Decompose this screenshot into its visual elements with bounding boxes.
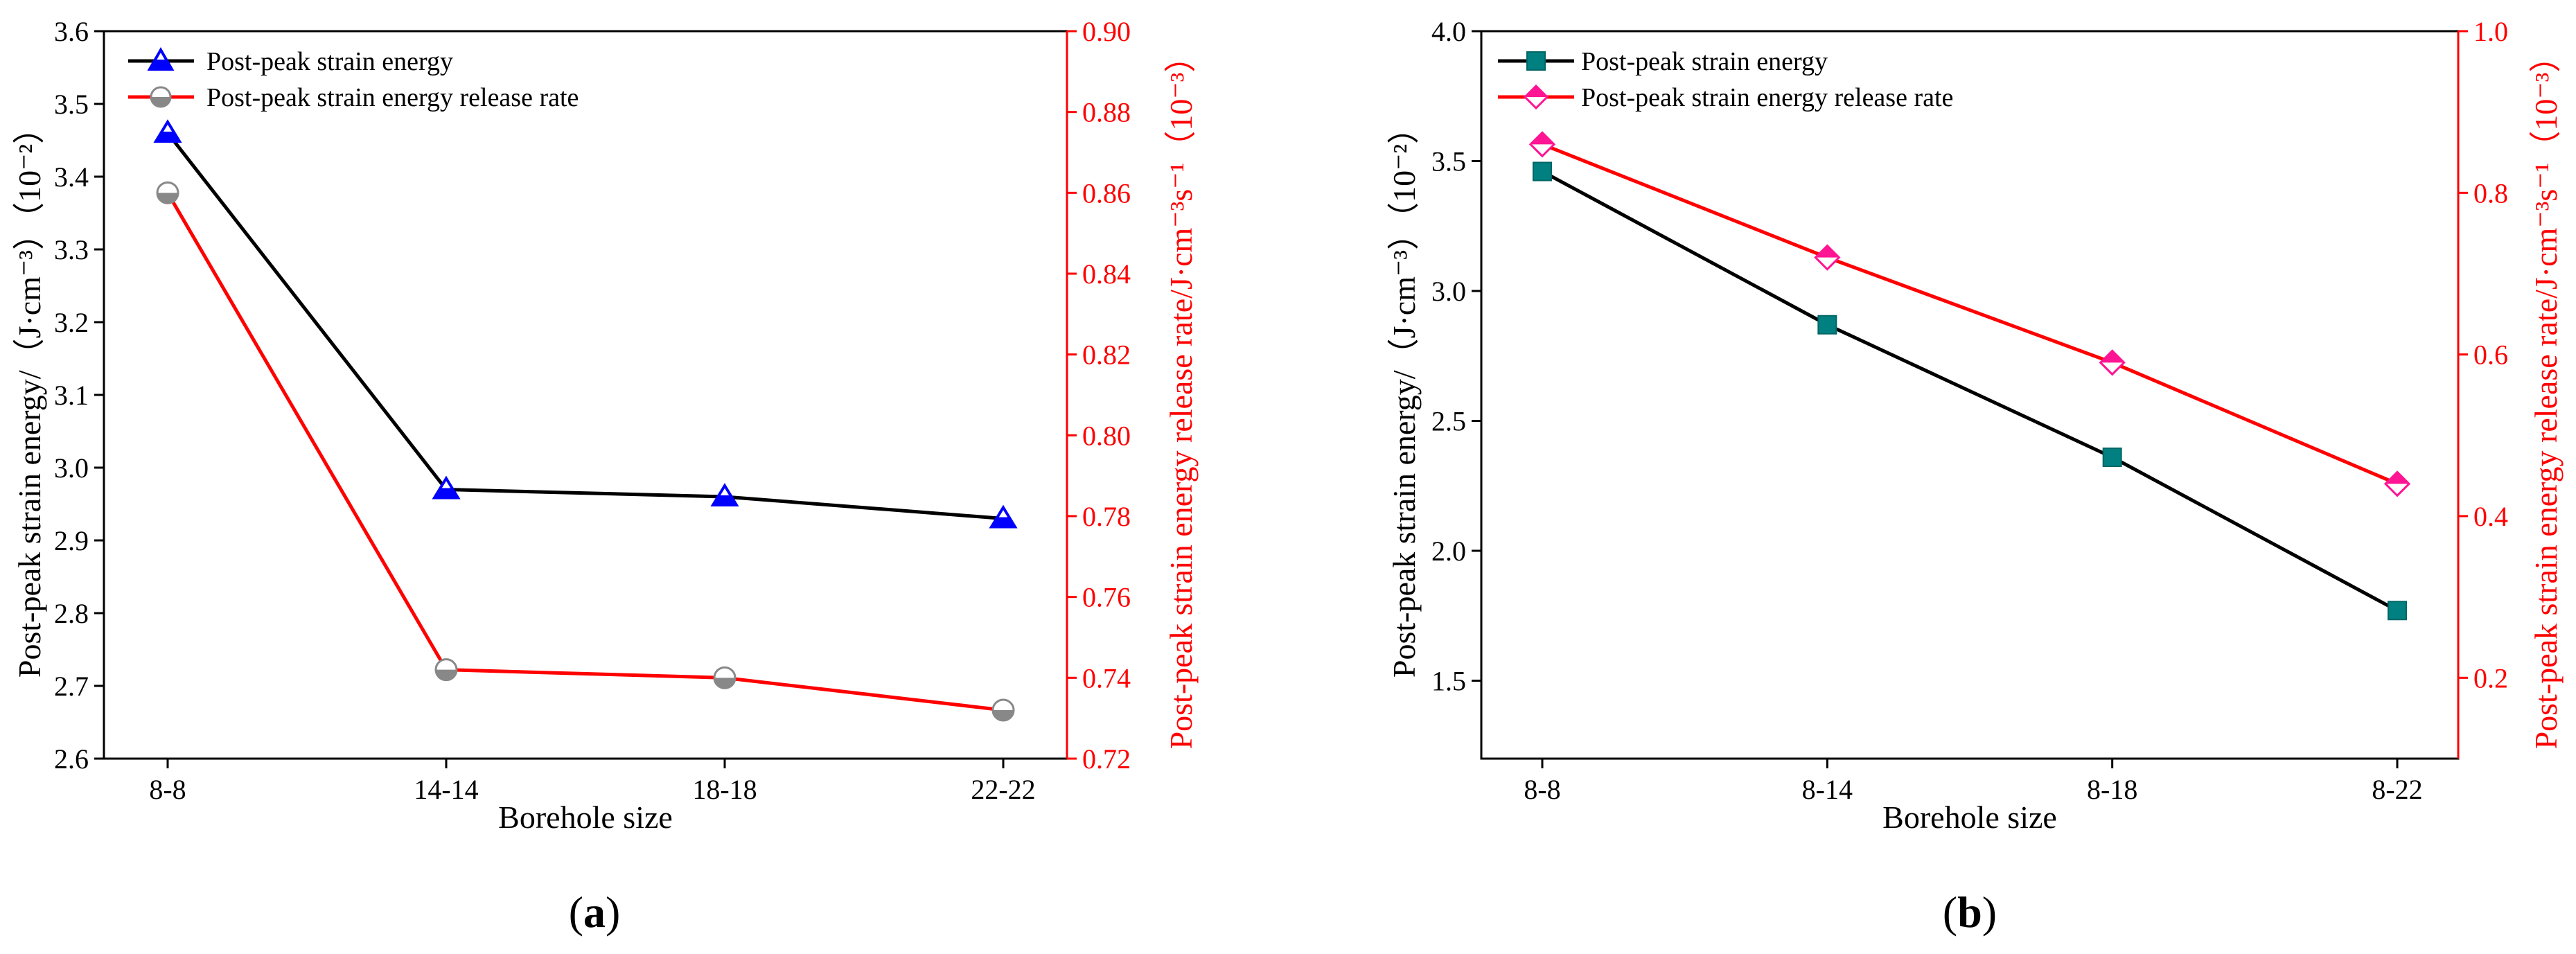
data-point-energy-a — [432, 475, 461, 500]
y-axis-label-left-a: Post-peak strain energy/（J·cm⁻³）（10⁻²） — [12, 112, 47, 678]
legend-label-energy-b: Post-peak strain energy — [1581, 47, 1828, 76]
left-tick-label-a: 2.8 — [54, 598, 89, 629]
series-group-a — [153, 119, 1018, 722]
right-tick-label-b: 0.6 — [2473, 339, 2508, 371]
chart-panel-b: 1.52.02.53.03.54.0 0.20.40.60.81.0 8-8 8-… — [1386, 16, 2564, 937]
right-tick-label-a: 0.78 — [1082, 501, 1131, 532]
data-point-energy-a — [153, 119, 182, 143]
data-point-energy-a — [710, 483, 739, 506]
data-point-rate-a — [434, 658, 458, 682]
panel-caption-a: (a) — [569, 887, 621, 937]
x-tick-label-b: 8-8 — [1524, 774, 1560, 805]
x-tick-label-a: 14-14 — [414, 774, 478, 805]
left-axis-ticks-a: 2.6 2.7 2.8 2.9 3.0 3.1 3.2 3.3 3.4 3.5 3.6 — [54, 16, 104, 775]
x-tick-label-a: 8-8 — [149, 774, 186, 805]
x-axis-label-a: Borehole size — [498, 800, 673, 835]
right-tick-label-b: 0.2 — [2473, 662, 2508, 694]
right-tick-label-b: 1.0 — [2473, 16, 2508, 47]
data-point-rate-b — [1814, 244, 1841, 271]
right-tick-label-a: 0.88 — [1082, 97, 1131, 128]
left-tick-label-a: 3.3 — [54, 234, 89, 265]
legend-a: Post-peak strain energy Post-peak strain… — [128, 46, 579, 112]
series-line-energy-b — [1541, 170, 2399, 612]
right-axis-ticks-b: 0.2 0.4 0.6 0.8 1.0 — [2458, 16, 2508, 694]
x-tick-label-b: 8-22 — [2372, 774, 2422, 805]
legend-marker-diamond-fill-icon — [1525, 86, 1547, 97]
series-line-rate-a — [166, 192, 1004, 712]
data-point-energy-b — [1817, 315, 1837, 335]
panel-caption-letter-b: b — [1957, 887, 1982, 937]
plot-frame-b — [1480, 30, 2460, 760]
data-point-rate-b — [2099, 349, 2126, 376]
y-axis-label-right-b: Post-peak strain energy release rate/J·c… — [2528, 41, 2564, 750]
left-tick-label-b: 4.0 — [1431, 16, 1466, 47]
x-tick-label-a: 22-22 — [971, 774, 1035, 805]
left-tick-label-a: 2.7 — [54, 671, 89, 702]
plot-frame-a — [103, 30, 1068, 760]
right-tick-label-a: 0.76 — [1082, 582, 1131, 613]
x-tick-label-b: 8-18 — [2087, 774, 2137, 805]
right-tick-label-a: 0.86 — [1082, 177, 1131, 209]
x-axis-ticks-a: 8-8 14-14 18-18 22-22 — [149, 759, 1036, 805]
right-tick-label-a: 0.82 — [1082, 339, 1131, 371]
right-tick-label-b: 0.4 — [2473, 501, 2508, 532]
right-tick-label-a: 0.80 — [1082, 420, 1131, 451]
left-axis-ticks-b: 1.5 2.0 2.5 3.0 3.5 4.0 — [1431, 16, 1481, 697]
series-line-rate-b — [1542, 143, 2398, 486]
left-tick-label-a: 3.0 — [54, 452, 89, 484]
legend-marker-square-icon — [1526, 51, 1546, 71]
legend-label-rate-b: Post-peak strain energy release rate — [1581, 83, 1953, 112]
legend-b: Post-peak strain energy Post-peak strain… — [1498, 47, 1953, 112]
data-point-energy-a — [989, 504, 1018, 529]
right-tick-label-b: 0.8 — [2473, 177, 2508, 209]
legend-label-rate-a: Post-peak strain energy release rate — [206, 83, 579, 112]
data-point-rate-a — [156, 181, 179, 204]
data-point-rate-b — [1528, 131, 1556, 158]
x-tick-label-a: 18-18 — [692, 774, 757, 805]
data-point-energy-b — [2102, 448, 2122, 467]
chart-panel-a: 2.62.72.82.93.03.13.23.33.43.53.6 0.720.… — [12, 16, 1199, 937]
left-tick-label-a: 3.6 — [54, 16, 89, 47]
left-tick-label-a: 3.5 — [54, 89, 89, 120]
data-point-rate-a — [991, 698, 1015, 722]
left-tick-label-a: 3.2 — [54, 307, 89, 338]
y-axis-label-right-a: Post-peak strain energy release rate/J·c… — [1163, 41, 1199, 750]
y-axis-label-left-b: Post-peak strain energy/（J·cm⁻³）（10⁻²） — [1386, 112, 1422, 678]
right-tick-label-a: 0.90 — [1082, 16, 1131, 47]
x-axis-label-b: Borehole size — [1882, 800, 2057, 835]
x-tick-label-b: 8-14 — [1802, 774, 1853, 805]
series-group-b — [1528, 131, 2411, 621]
legend-label-energy-a: Post-peak strain energy — [206, 47, 453, 76]
right-tick-label-a: 0.84 — [1082, 258, 1131, 290]
panel-caption-letter-a: a — [583, 887, 606, 937]
left-tick-label-a: 3.1 — [54, 380, 89, 411]
legend-marker-triangle-fill-icon — [150, 60, 172, 69]
left-tick-label-b: 2.0 — [1431, 536, 1466, 567]
left-tick-label-b: 1.5 — [1431, 666, 1466, 697]
data-point-rate-b — [2383, 470, 2411, 497]
data-point-energy-b — [1533, 161, 1552, 182]
legend-marker-halfcircle-fill-icon — [151, 97, 170, 107]
left-tick-label-a: 2.9 — [54, 525, 89, 556]
left-tick-label-a: 3.4 — [54, 161, 89, 193]
right-axis-ticks-a: 0.72 0.74 0.76 0.78 0.80 0.82 0.84 0.86 0.88 0.90 — [1067, 16, 1131, 775]
data-point-energy-b — [2388, 601, 2407, 621]
panel-caption-b: (b) — [1943, 887, 1997, 937]
x-axis-ticks-b: 8-8 8-14 8-18 8-22 — [1524, 759, 2423, 805]
series-line-energy-a — [166, 132, 1004, 520]
left-tick-label-b: 3.0 — [1431, 276, 1466, 307]
left-tick-label-a: 2.6 — [54, 743, 89, 775]
right-tick-label-a: 0.74 — [1082, 662, 1131, 694]
data-point-rate-a — [713, 666, 736, 689]
left-tick-label-b: 2.5 — [1431, 406, 1466, 437]
right-tick-label-a: 0.72 — [1082, 743, 1131, 775]
left-tick-label-b: 3.5 — [1431, 146, 1466, 177]
